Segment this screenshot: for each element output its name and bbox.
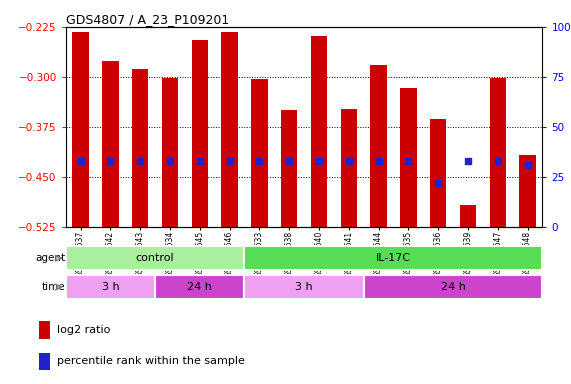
Bar bbox=[244, 246, 542, 270]
Point bbox=[523, 162, 532, 168]
Text: 3 h: 3 h bbox=[295, 282, 313, 292]
Bar bbox=[39, 321, 50, 339]
Point bbox=[135, 157, 144, 164]
Bar bbox=[244, 275, 364, 299]
Bar bbox=[251, 79, 268, 227]
Bar bbox=[191, 40, 208, 227]
Point bbox=[255, 157, 264, 164]
Bar bbox=[371, 66, 387, 227]
Bar bbox=[222, 32, 238, 227]
Bar bbox=[520, 156, 536, 227]
Bar bbox=[311, 36, 327, 227]
Point bbox=[166, 157, 175, 164]
Point bbox=[464, 157, 473, 164]
Text: control: control bbox=[136, 253, 174, 263]
Point bbox=[284, 157, 293, 164]
Bar bbox=[132, 69, 148, 227]
Text: 24 h: 24 h bbox=[441, 282, 465, 292]
Bar bbox=[460, 205, 476, 227]
Bar bbox=[281, 110, 297, 227]
Text: percentile rank within the sample: percentile rank within the sample bbox=[57, 356, 245, 366]
Point bbox=[433, 180, 443, 186]
Text: 3 h: 3 h bbox=[102, 282, 119, 292]
Bar bbox=[73, 31, 89, 227]
Bar bbox=[162, 78, 178, 227]
Bar bbox=[66, 275, 155, 299]
Bar bbox=[39, 353, 50, 370]
Text: IL-17C: IL-17C bbox=[376, 253, 411, 263]
Bar bbox=[66, 246, 244, 270]
Point bbox=[344, 157, 353, 164]
Text: GDS4807 / A_23_P109201: GDS4807 / A_23_P109201 bbox=[66, 13, 229, 26]
Point bbox=[76, 157, 85, 164]
Bar bbox=[102, 61, 119, 227]
Point bbox=[493, 157, 502, 164]
Point bbox=[106, 157, 115, 164]
Point bbox=[374, 157, 383, 164]
Bar bbox=[430, 119, 447, 227]
Point bbox=[404, 157, 413, 164]
Point bbox=[225, 157, 234, 164]
Bar bbox=[400, 88, 417, 227]
Bar bbox=[489, 78, 506, 227]
Point bbox=[195, 157, 204, 164]
Text: time: time bbox=[42, 282, 65, 292]
Text: log2 ratio: log2 ratio bbox=[57, 325, 110, 335]
Text: agent: agent bbox=[35, 253, 65, 263]
Bar bbox=[340, 109, 357, 227]
Point bbox=[315, 157, 324, 164]
Bar bbox=[364, 275, 542, 299]
Text: 24 h: 24 h bbox=[187, 282, 212, 292]
Bar bbox=[155, 275, 244, 299]
